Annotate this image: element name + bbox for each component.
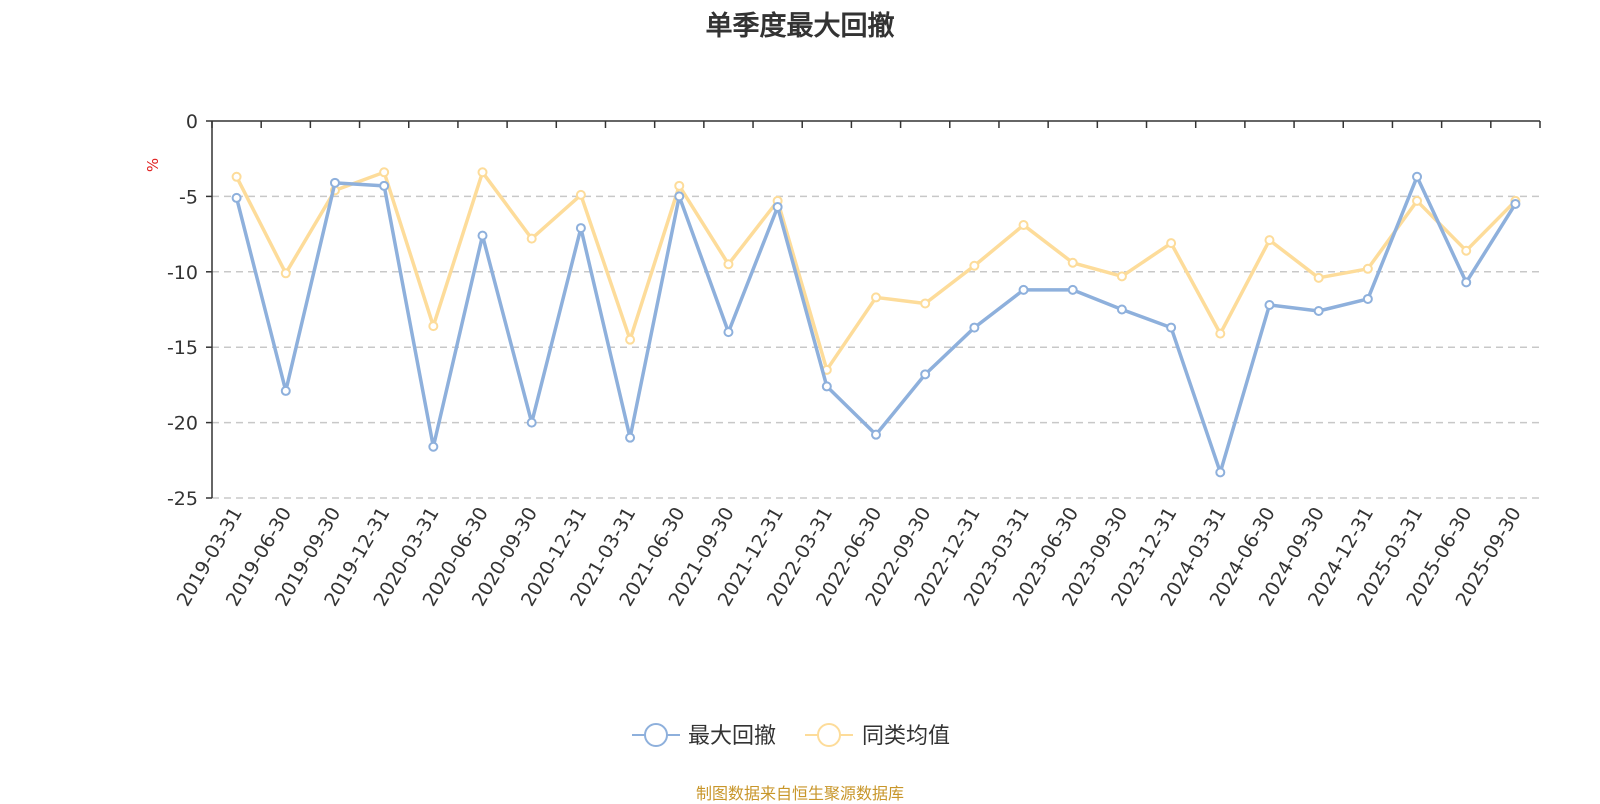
data-point xyxy=(723,259,734,270)
data-point xyxy=(1067,284,1078,295)
data-point xyxy=(280,268,291,279)
legend-item[interactable]: 同类均值 xyxy=(805,723,950,749)
data-point xyxy=(625,432,636,443)
data-point xyxy=(231,171,242,182)
data-point xyxy=(969,322,980,333)
data-point xyxy=(1215,328,1226,339)
data-point xyxy=(575,223,586,234)
data-point xyxy=(428,441,439,452)
data-point xyxy=(1018,220,1029,231)
source-note: 制图数据来自恒生聚源数据库 xyxy=(695,784,904,803)
y-axis-label: % xyxy=(144,158,162,172)
data-point xyxy=(871,292,881,303)
series-line xyxy=(234,175,1517,475)
data-point xyxy=(1264,235,1275,246)
data-point xyxy=(1412,171,1423,182)
data-point xyxy=(674,191,685,202)
data-point xyxy=(969,260,980,271)
data-point xyxy=(920,298,931,309)
y-tick-label: -25 xyxy=(167,488,198,510)
data-point xyxy=(379,180,390,191)
legend-label: 最大回撤 xyxy=(688,724,776,749)
chart-title: 单季度最大回撤 xyxy=(705,11,895,42)
data-point xyxy=(280,385,291,396)
legend-label: 同类均值 xyxy=(862,724,950,749)
data-point xyxy=(428,321,439,332)
data-point xyxy=(1461,245,1472,256)
data-point xyxy=(1362,263,1373,274)
data-point xyxy=(920,369,931,380)
data-point xyxy=(1166,322,1177,333)
legend-item[interactable]: 最大回撤 xyxy=(632,723,776,749)
data-point xyxy=(1166,238,1177,249)
data-point xyxy=(477,167,488,178)
legend-marker-icon xyxy=(644,723,668,747)
grid-layer xyxy=(212,195,1540,499)
data-point xyxy=(625,334,636,345)
data-point xyxy=(674,180,685,191)
legend[interactable]: 最大回撤 同类均值 xyxy=(632,723,950,749)
data-point xyxy=(575,189,586,200)
y-tick-label: -10 xyxy=(167,262,198,284)
data-point xyxy=(1362,293,1373,304)
data-point xyxy=(379,167,390,178)
series-layer xyxy=(231,167,1521,478)
data-point xyxy=(1412,195,1423,206)
data-point xyxy=(821,381,832,392)
data-point xyxy=(477,230,488,241)
data-point xyxy=(1067,257,1078,268)
data-point xyxy=(329,177,340,188)
data-point xyxy=(1313,306,1324,317)
data-point xyxy=(1215,467,1226,478)
legend-marker-icon xyxy=(817,723,841,747)
series-line xyxy=(235,170,1517,372)
data-point xyxy=(1116,304,1127,315)
data-point xyxy=(526,417,537,428)
data-point xyxy=(1313,272,1324,283)
data-point xyxy=(723,327,734,338)
axis-layer: 0-5-10-15-20-25%2019-03-312019-06-302019… xyxy=(144,111,1541,610)
y-tick-label: -15 xyxy=(167,337,198,359)
data-point xyxy=(1264,299,1275,310)
data-point xyxy=(871,429,881,440)
y-tick-label: -20 xyxy=(167,413,198,435)
y-tick-label: -5 xyxy=(179,186,198,208)
data-point xyxy=(231,192,242,203)
data-point xyxy=(1116,271,1127,282)
data-point xyxy=(1018,284,1029,295)
data-point xyxy=(1510,198,1521,209)
data-point xyxy=(772,201,783,212)
data-point xyxy=(1461,277,1472,288)
y-tick-label: 0 xyxy=(186,111,198,133)
data-point xyxy=(526,233,537,244)
